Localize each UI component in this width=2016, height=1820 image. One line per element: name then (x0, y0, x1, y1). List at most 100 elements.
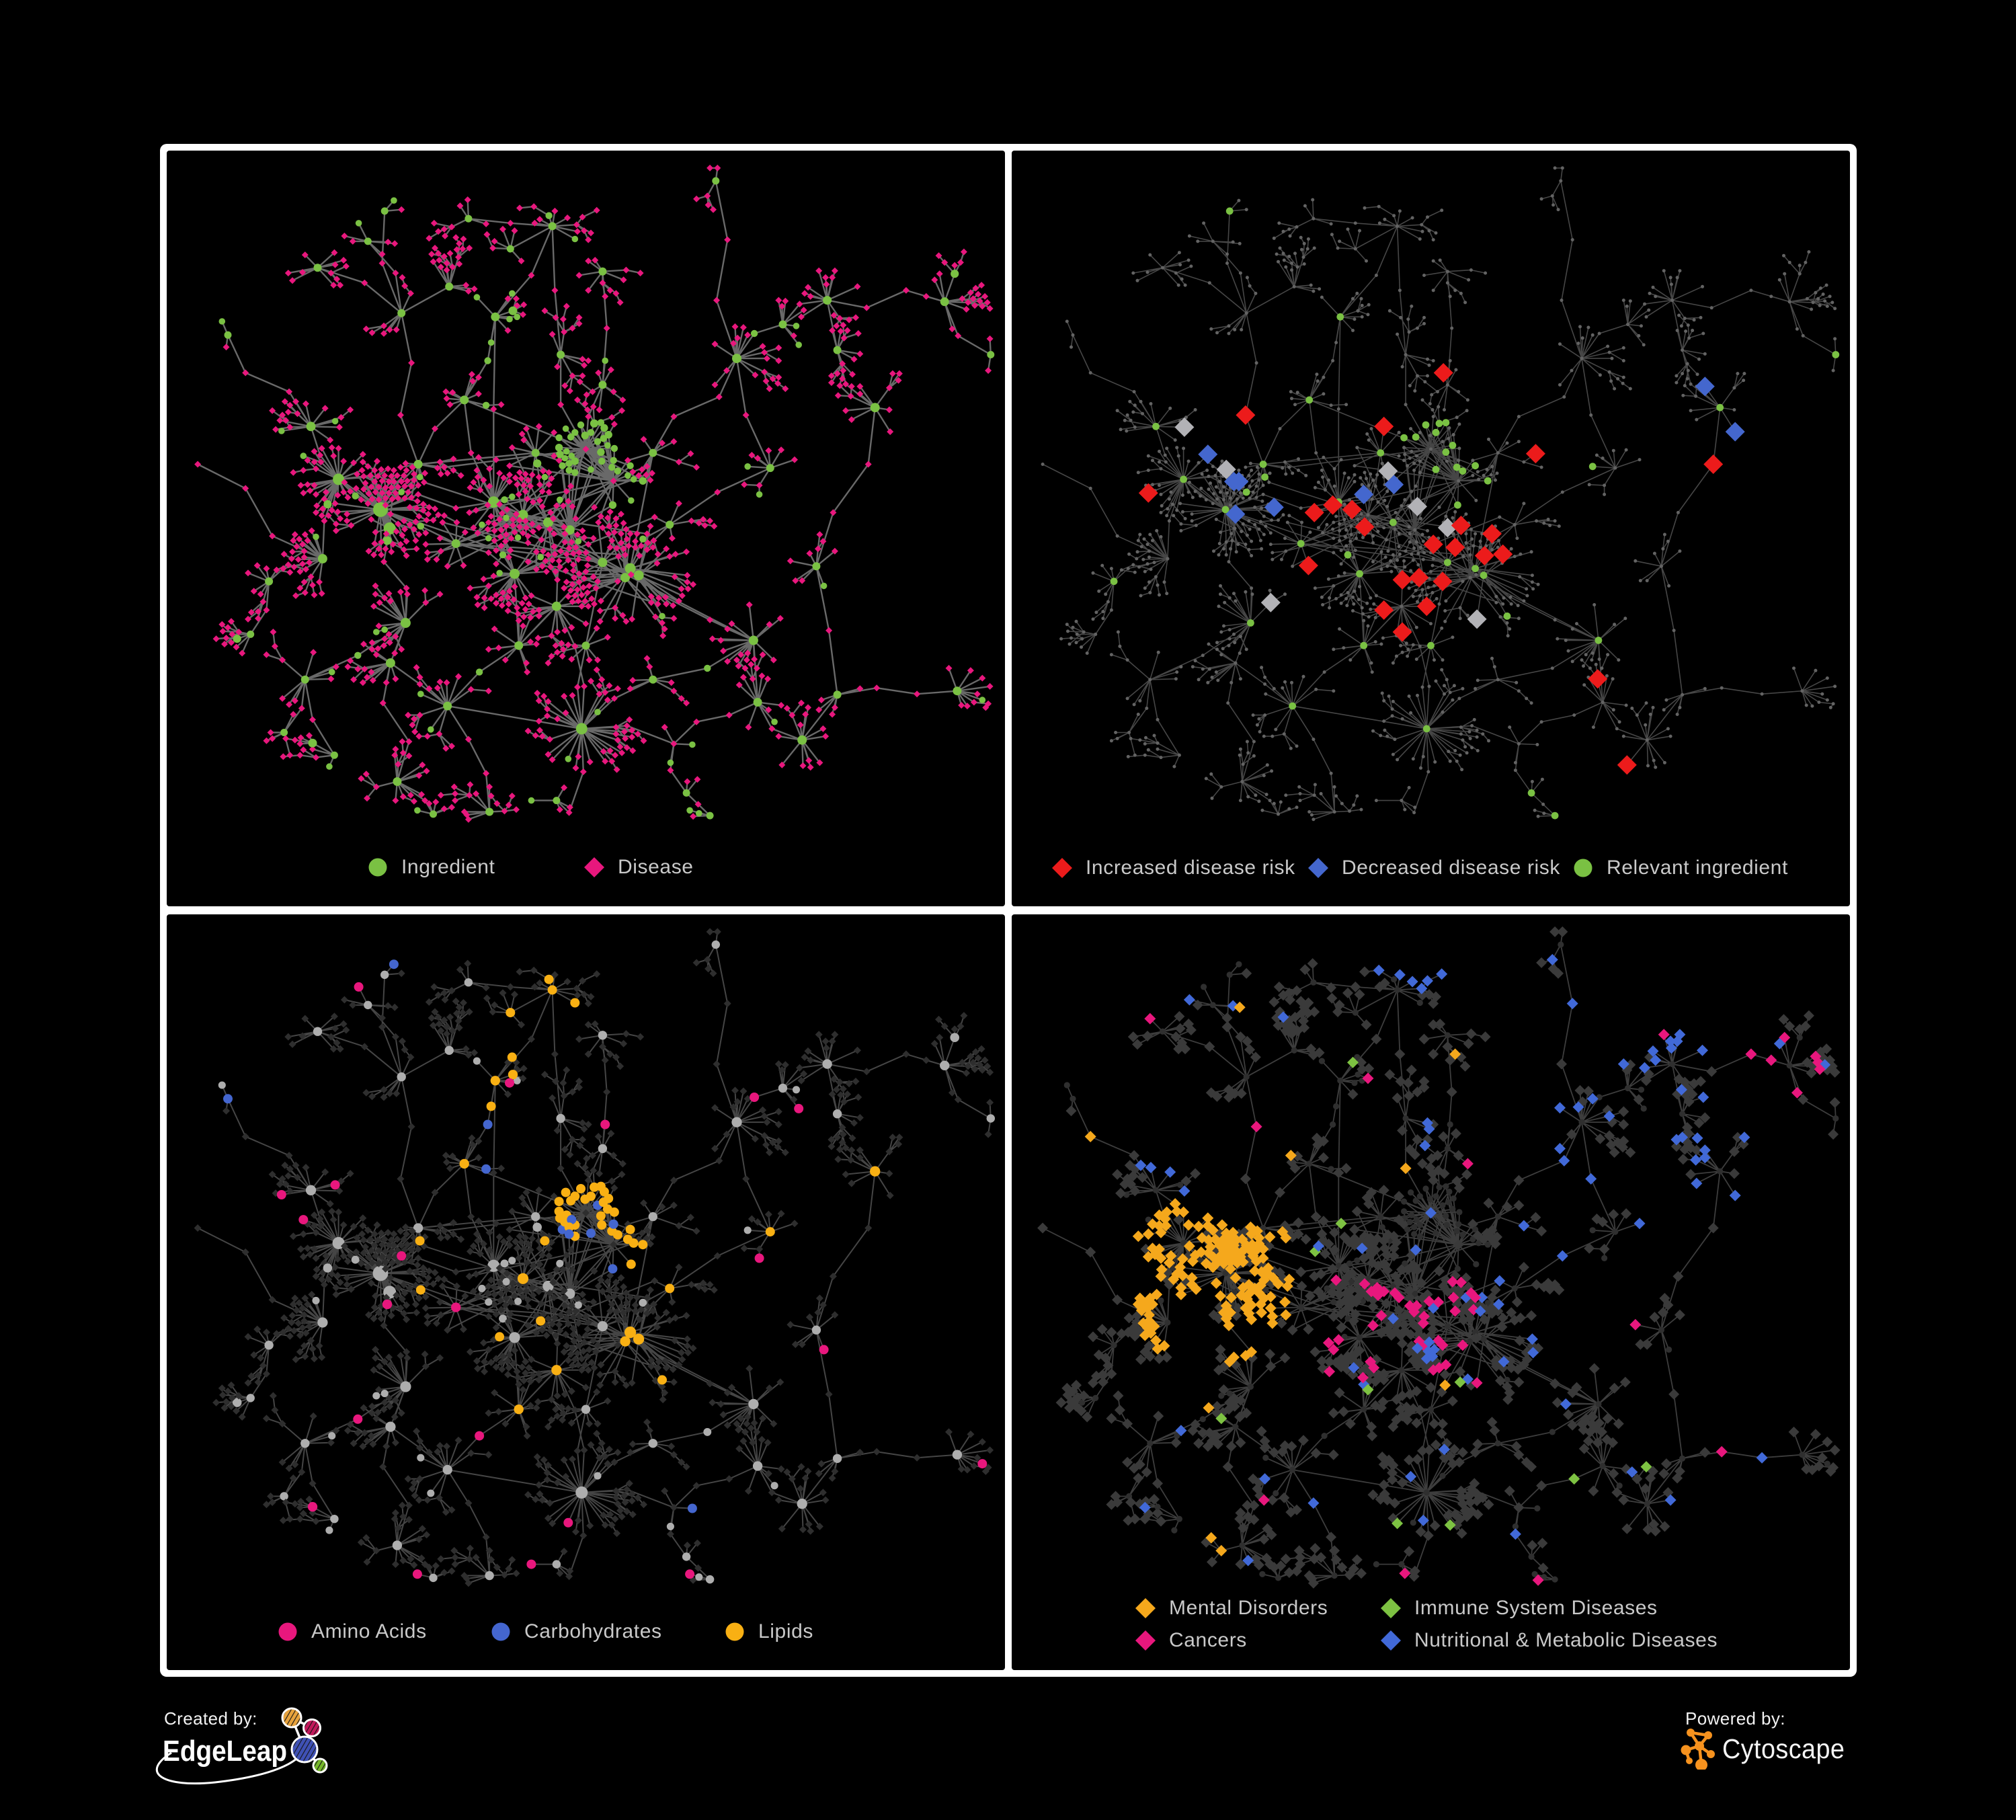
network-node (571, 643, 579, 650)
network-node (1236, 1088, 1247, 1099)
network-node (1418, 430, 1422, 434)
network-node (527, 638, 534, 645)
network-node (1443, 1222, 1450, 1228)
network-node (749, 675, 756, 682)
network-node (336, 1278, 344, 1286)
network-node (1407, 786, 1411, 789)
network-node (1319, 792, 1323, 795)
network-node (1238, 677, 1242, 681)
network-node (1508, 595, 1513, 599)
network-node (1407, 525, 1411, 529)
network-node (978, 1438, 986, 1446)
network-node (524, 477, 532, 484)
network-node (566, 803, 573, 811)
network-node (1459, 291, 1463, 295)
network-node (497, 542, 505, 549)
network-node (493, 547, 500, 554)
network-node (1180, 493, 1184, 497)
network-node (1422, 1530, 1434, 1541)
network-node (340, 1242, 348, 1250)
network-node (1303, 204, 1307, 208)
network-node (1268, 799, 1272, 803)
network-node (515, 1380, 523, 1388)
network-node (424, 733, 431, 740)
network-node (551, 429, 558, 436)
network-node (544, 712, 551, 719)
network-node (1097, 1370, 1108, 1381)
network-node (1318, 287, 1322, 291)
network-node (1459, 725, 1463, 729)
network-node (799, 577, 806, 584)
network-node (1458, 753, 1462, 757)
network-node (627, 685, 634, 693)
network-node (269, 532, 276, 540)
network-node (1152, 1187, 1160, 1193)
network-node (1628, 387, 1632, 391)
network-node (1414, 658, 1418, 661)
network-node (543, 1476, 551, 1484)
network-node (581, 575, 588, 582)
network-node (1336, 1562, 1348, 1573)
network-node (416, 1444, 424, 1452)
network-node (1219, 630, 1223, 634)
network-node (1250, 539, 1254, 543)
network-node (935, 252, 942, 260)
network-node (614, 1448, 622, 1456)
network-node (333, 1039, 341, 1047)
network-node (1283, 460, 1287, 464)
network-node (1351, 1205, 1363, 1217)
network-node (508, 1257, 516, 1265)
network-node (1505, 1355, 1516, 1367)
network-node (1590, 333, 1595, 337)
network-node (467, 1449, 475, 1457)
network-node (495, 1264, 503, 1272)
network-node (290, 537, 297, 544)
network-node (1639, 1062, 1650, 1074)
network-node (638, 1229, 646, 1237)
network-node (572, 544, 579, 551)
network-node (268, 1499, 276, 1506)
network-node (764, 1439, 772, 1447)
network-node (311, 448, 318, 455)
network-node (604, 514, 611, 522)
network-node (1430, 408, 1435, 411)
network-node (1332, 647, 1336, 651)
network-node (742, 1175, 750, 1183)
network-node (582, 620, 590, 627)
network-node (437, 264, 444, 271)
network-node (1439, 1369, 1451, 1380)
network-node (1742, 379, 1746, 383)
network-node (583, 1170, 592, 1177)
network-node (568, 452, 575, 459)
network-node (1381, 1495, 1393, 1506)
network-node (344, 663, 352, 670)
network-node (377, 1302, 385, 1310)
network-node (573, 1349, 581, 1357)
network-node (552, 314, 559, 321)
network-node (1412, 1086, 1423, 1098)
network-node (1257, 478, 1261, 482)
network-node (262, 1501, 270, 1509)
network-node (1453, 749, 1457, 752)
network-node (728, 620, 735, 627)
network-node (828, 1037, 836, 1045)
network-node (553, 1392, 561, 1400)
network-node (1513, 768, 1517, 773)
network-node (1158, 1297, 1164, 1304)
network-node (1331, 358, 1335, 363)
network-node (770, 1482, 778, 1490)
network-node (612, 1230, 622, 1240)
network-node (1338, 627, 1342, 631)
network-node (1497, 1312, 1508, 1324)
network-node (831, 267, 838, 274)
network-node (576, 1184, 586, 1193)
network-node (360, 1429, 368, 1437)
network-node (600, 1511, 608, 1519)
network-node (1617, 720, 1621, 724)
network-node (403, 584, 410, 592)
network-node (1359, 296, 1363, 301)
network-node (1828, 705, 1832, 709)
network-node (1410, 552, 1414, 556)
network-node (822, 1044, 830, 1052)
network-node (1615, 727, 1619, 731)
